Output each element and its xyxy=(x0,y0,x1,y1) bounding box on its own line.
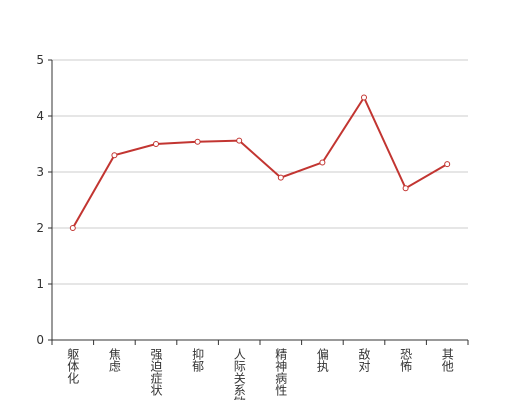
line xyxy=(71,95,448,229)
point xyxy=(361,94,367,101)
y-tick-label: 5 xyxy=(36,53,44,67)
x-tick-label: 抑郁 xyxy=(191,347,205,373)
y-tick-label: 1 xyxy=(36,277,44,291)
point xyxy=(277,174,284,181)
y-tick-label: 2 xyxy=(36,221,44,235)
x-tick-label: 焦虑 xyxy=(107,348,121,372)
point xyxy=(111,152,118,159)
x-tick-label: 恐怖 xyxy=(399,348,413,372)
point xyxy=(153,141,159,147)
point xyxy=(319,159,326,166)
point xyxy=(194,138,201,145)
x-tick-label: 敌对 xyxy=(357,347,371,372)
x-tick-label: 精神病性 xyxy=(274,348,288,397)
y-tick-label: 0 xyxy=(36,333,44,347)
x-tick-label: 躯体化 xyxy=(66,347,80,385)
x-tick-label: 人际关系敏感 xyxy=(232,348,246,400)
x-tick-label: 偏执 xyxy=(315,347,329,373)
point xyxy=(402,185,409,192)
x-tick-label: 强迫症状 xyxy=(149,348,163,396)
y-tick-label: 3 xyxy=(36,165,44,179)
point xyxy=(69,225,76,231)
point xyxy=(236,137,243,144)
point xyxy=(444,161,451,168)
y-tick-label: 4 xyxy=(36,109,44,123)
x-tick-label: 其他 xyxy=(440,348,454,372)
